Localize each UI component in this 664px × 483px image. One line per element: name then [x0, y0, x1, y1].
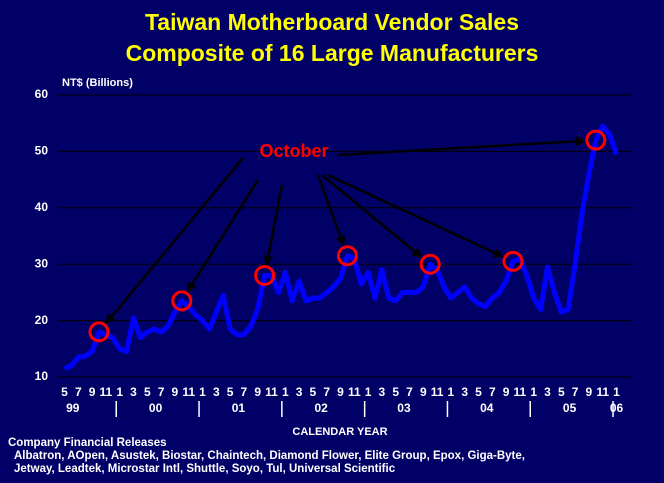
october-circle [171, 290, 193, 312]
y-tick-label: 50 [35, 144, 49, 158]
x-tick-label: 1 [613, 385, 620, 399]
x-tick-label: 7 [241, 385, 248, 399]
year-label: 01 [232, 401, 246, 415]
y-tick-label: 40 [35, 200, 49, 214]
x-tick-label: 5 [144, 385, 151, 399]
x-tick-label: 11 [265, 385, 278, 399]
x-tick-label: 9 [337, 385, 344, 399]
x-tick-label: 5 [475, 385, 482, 399]
annotation-arrow [105, 157, 244, 325]
x-axis-label: CALENDAR YEAR [292, 426, 387, 438]
x-tick-label: 3 [544, 385, 551, 399]
october-circle [336, 245, 358, 267]
x-tick-label: 9 [172, 385, 179, 399]
source-line: Jetway, Leadtek, Microstar Intl, Shuttle… [14, 463, 396, 475]
x-tick-label: 3 [296, 385, 303, 399]
x-tick-label: 1 [530, 385, 537, 399]
x-tick-label: 11 [100, 385, 113, 399]
chart-subtitle: Composite of 16 Large Manufacturers [126, 40, 539, 66]
chart-title: Taiwan Motherboard Vendor Sales [145, 9, 519, 35]
x-tick-label: 1 [448, 385, 455, 399]
x-tick-label: 11 [348, 385, 361, 399]
x-tick-label: 7 [406, 385, 413, 399]
y-tick-label: 20 [35, 313, 49, 327]
annotation: October [259, 141, 328, 161]
year-label: 06 [610, 401, 624, 415]
annotation-arrow [316, 174, 346, 247]
x-tick-label: 7 [323, 385, 330, 399]
x-tick-label: 3 [379, 385, 386, 399]
october-circle [585, 129, 607, 151]
october-circle [502, 250, 524, 272]
x-tick-label: 3 [461, 385, 468, 399]
year-label: 00 [149, 401, 163, 415]
october-circle [254, 264, 276, 286]
year-label: 02 [315, 401, 329, 415]
year-label: 05 [563, 401, 577, 415]
x-tick-label: 1 [282, 385, 289, 399]
x-tick-label: 11 [596, 385, 609, 399]
x-tick-label: 5 [558, 385, 565, 399]
year-label: 03 [397, 401, 411, 415]
y-tick-label: 60 [35, 87, 49, 101]
x-tick-label: 7 [572, 385, 579, 399]
year-label: 04 [480, 401, 494, 415]
x-tick-label: 9 [586, 385, 593, 399]
x-tick-label: 3 [130, 385, 137, 399]
x-tick-label: 1 [116, 385, 123, 399]
x-tick-label: 1 [199, 385, 206, 399]
annotation-arrow [263, 184, 284, 266]
x-tick-label: 9 [420, 385, 427, 399]
x-tick-label: 9 [89, 385, 96, 399]
x-tick-label: 5 [392, 385, 399, 399]
x-tick-label: 5 [61, 385, 68, 399]
annotation-arrow [337, 136, 586, 157]
year-label: 99 [66, 401, 80, 415]
x-tick-label: 5 [310, 385, 317, 399]
annotation-arrow [187, 179, 260, 293]
october-circle [419, 253, 441, 275]
october-circle [88, 321, 110, 343]
x-tick-label: 7 [75, 385, 82, 399]
x-tick-label: 11 [514, 385, 527, 399]
x-tick-label: 3 [213, 385, 220, 399]
y-axis-label: NT$ (Billions) [62, 77, 133, 89]
source-line: Albatron, AOpen, Asustek, Biostar, Chain… [14, 450, 525, 462]
source-title: Company Financial Releases [8, 437, 167, 449]
y-tick-label: 10 [35, 369, 49, 383]
y-tick-label: 30 [35, 256, 49, 270]
annotation-arrow [327, 173, 504, 258]
x-tick-label: 11 [431, 385, 444, 399]
annotation-arrow [321, 174, 423, 258]
x-tick-label: 5 [227, 385, 234, 399]
data-line [63, 123, 619, 371]
x-tick-label: 1 [365, 385, 372, 399]
x-tick-label: 7 [489, 385, 496, 399]
x-tick-label: 7 [158, 385, 165, 399]
x-tick-label: 9 [503, 385, 510, 399]
x-tick-label: 11 [182, 385, 195, 399]
x-tick-label: 9 [254, 385, 261, 399]
